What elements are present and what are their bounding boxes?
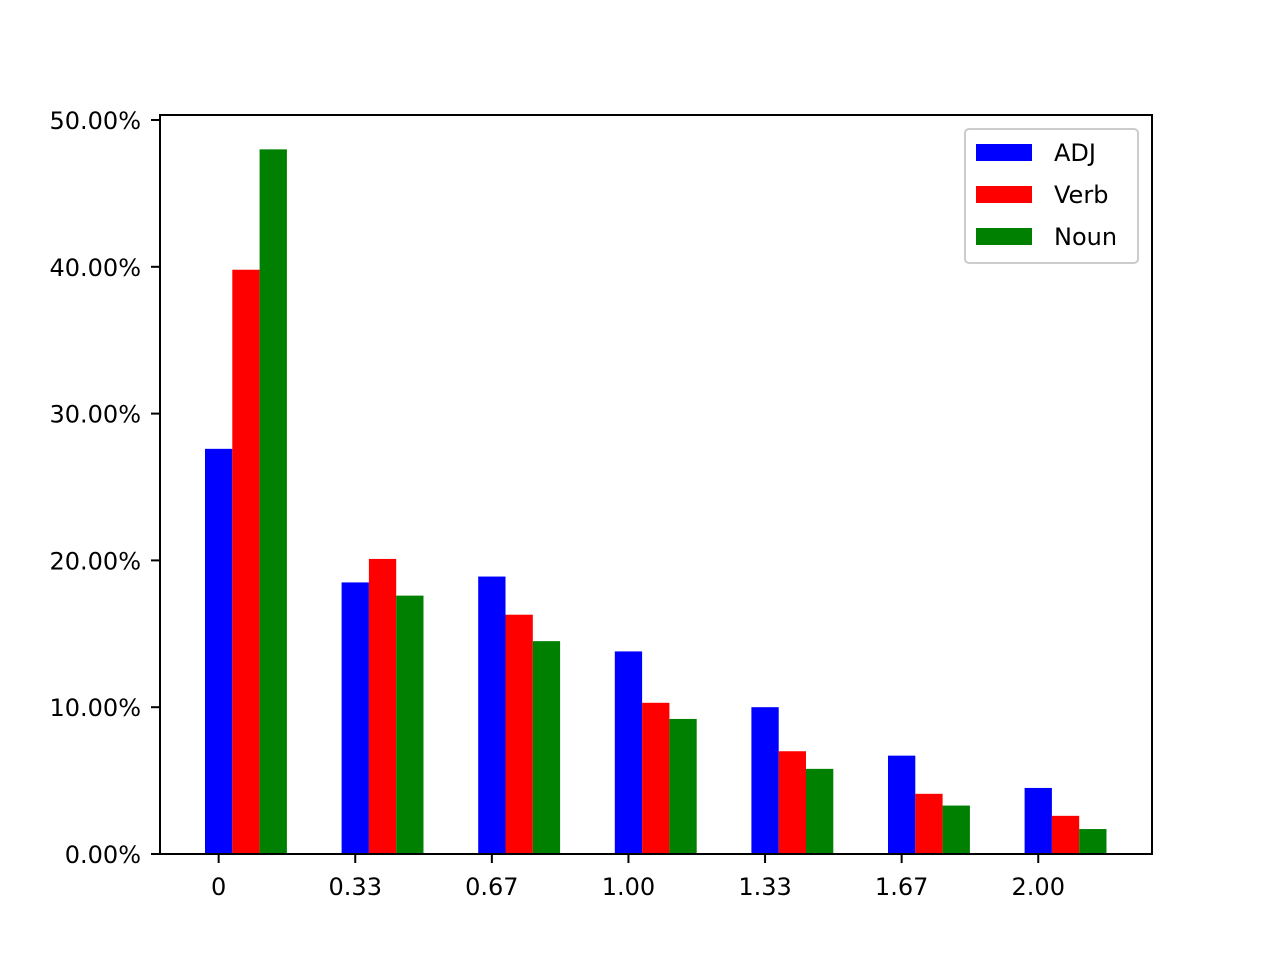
plot-frame — [159, 114, 1153, 855]
y-tick-label: 0.00% — [65, 841, 141, 869]
bar-adj-3 — [614, 651, 643, 854]
bar-verb-1 — [368, 558, 397, 854]
bar-noun-3 — [669, 718, 697, 854]
bar-verb-0 — [232, 269, 260, 854]
legend-swatch-adj — [976, 144, 1032, 161]
bar-verb-4 — [778, 751, 806, 854]
bar-noun-1 — [396, 595, 424, 854]
legend-swatch-verb — [976, 186, 1032, 203]
bar-adj-0 — [205, 448, 233, 854]
legend-swatch-noun — [976, 228, 1032, 245]
bar-adj-2 — [478, 576, 506, 854]
bar-verb-6 — [1051, 815, 1080, 854]
y-tick-label: 50.00% — [49, 107, 141, 135]
x-tick-label: 2.00 — [1012, 873, 1065, 901]
legend: ADJ Verb Noun — [964, 128, 1139, 264]
bar-verb-3 — [642, 702, 670, 854]
bar-noun-6 — [1079, 829, 1107, 854]
x-tick-label: 1.67 — [875, 873, 928, 901]
legend-label-noun: Noun — [1054, 223, 1117, 251]
x-tick-label: 1.33 — [738, 873, 791, 901]
y-axis: 0.00% 10.00% 20.00% 30.00% 40.00% 50.00% — [49, 107, 160, 869]
x-tick-label: 0.33 — [329, 873, 382, 901]
legend-label-adj: ADJ — [1054, 139, 1096, 167]
x-axis: 0 0.33 0.67 1.00 1.33 1.67 2.00 — [211, 854, 1065, 901]
bar-adj-6 — [1024, 787, 1052, 854]
x-tick-label: 1.00 — [602, 873, 655, 901]
y-tick-label: 10.00% — [49, 694, 141, 722]
bar-adj-5 — [888, 755, 916, 854]
bar-noun-2 — [532, 641, 561, 854]
bar-noun-5 — [942, 805, 970, 854]
x-tick-label: 0.67 — [465, 873, 518, 901]
bars-group — [205, 149, 1107, 855]
bar-verb-5 — [915, 793, 943, 854]
legend-label-verb: Verb — [1054, 181, 1108, 209]
y-tick-label: 20.00% — [49, 547, 141, 575]
y-tick-label: 30.00% — [49, 401, 141, 429]
bar-adj-4 — [751, 707, 779, 854]
bar-adj-1 — [341, 582, 369, 854]
bar-verb-2 — [505, 614, 533, 854]
bar-noun-4 — [806, 768, 834, 854]
y-tick-label: 40.00% — [49, 254, 141, 282]
x-tick-label: 0 — [211, 873, 226, 901]
bar-noun-0 — [259, 149, 287, 855]
